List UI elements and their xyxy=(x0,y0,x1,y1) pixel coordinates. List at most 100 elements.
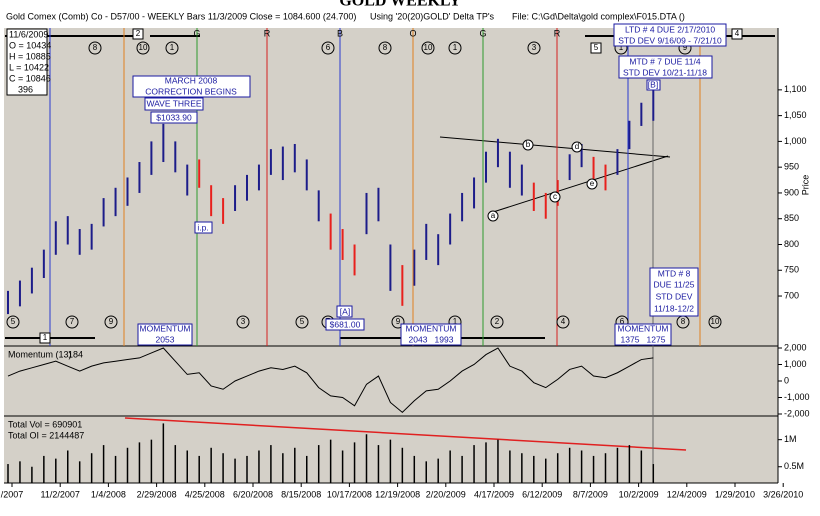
annotation-box xyxy=(150,111,198,124)
annotation: MOMENTUM xyxy=(140,323,191,333)
info-text: O = 10434 xyxy=(9,40,51,50)
turn-line-label: R xyxy=(264,28,271,38)
momentum-line xyxy=(7,347,654,414)
wave-marker xyxy=(549,191,561,203)
wave-label: b xyxy=(526,140,531,149)
cycle-marker-label: 7 xyxy=(70,317,75,326)
annotation: MARCH 2008 xyxy=(165,75,218,85)
annotation: 11/18-12/2 xyxy=(654,303,694,313)
volume-label: Total Vol = 690901 xyxy=(8,419,82,429)
cycle-marker xyxy=(132,28,144,40)
annotation-box xyxy=(132,75,251,98)
annotation: $1033.90 xyxy=(156,112,192,122)
turn-line-label: G xyxy=(193,28,200,38)
x-tick-label: 12/19/2008 xyxy=(375,489,420,499)
wave-label: e xyxy=(590,179,595,188)
cycle-marker xyxy=(527,41,541,55)
cycle-marker-label: 9 xyxy=(396,317,401,326)
wave-marker xyxy=(571,141,583,153)
y-tick-label: -2,000 xyxy=(784,408,810,418)
volume-trend-line xyxy=(124,417,687,451)
cycle-marker-label: 10 xyxy=(139,43,148,52)
cycle-marker-label: 5 xyxy=(300,317,305,326)
cycle-marker xyxy=(321,41,335,55)
wave-label: d xyxy=(575,142,579,151)
cycle-marker-label: 1 xyxy=(43,333,48,342)
header-text: Gold Comex (Comb) Co - D57/00 - WEEKLY B… xyxy=(6,11,356,21)
annotation-box xyxy=(400,323,462,346)
chart-title: GOLD WEEKLY xyxy=(339,0,461,10)
cycle-marker-label: 1 xyxy=(453,317,458,326)
cycle-marker xyxy=(421,41,435,55)
x-tick-label: 3/26/2010 xyxy=(763,489,803,499)
cycle-marker-label: 1 xyxy=(170,43,175,52)
x-tick-label: 10/2/2009 xyxy=(619,489,659,499)
cycle-marker-label: 9 xyxy=(109,317,114,326)
momentum-label: Momentum (13) xyxy=(8,349,72,359)
x-tick-label: 8/15/2008 xyxy=(281,489,321,499)
cycle-marker-label: 6 xyxy=(620,317,625,326)
cycle-marker-label: 3 xyxy=(532,43,537,52)
annotation-box xyxy=(618,55,713,79)
y-tick-label: 900 xyxy=(784,187,799,197)
cycle-marker xyxy=(731,28,743,40)
annotation: 1375 1275 xyxy=(621,334,666,344)
wave-label: c xyxy=(553,192,557,201)
turn-line-label: G xyxy=(479,28,486,38)
y-axis-title: Price xyxy=(800,175,810,196)
annotation-box xyxy=(614,323,672,346)
x-tick-label: 6/20/2008 xyxy=(233,489,273,499)
x-tick-label: 4/25/2008 xyxy=(185,489,225,499)
annotation-box xyxy=(336,305,353,318)
annotation: MTD # 8 xyxy=(658,268,691,278)
annotation: MOMENTUM xyxy=(618,323,669,333)
cycle-marker-label: 4 xyxy=(561,317,566,326)
cycle-marker-label: 5 xyxy=(11,317,16,326)
wave-marker xyxy=(522,139,534,151)
momentum-last: 184 xyxy=(68,349,83,359)
y-tick-label: 950 xyxy=(784,162,799,172)
annotation-box xyxy=(137,323,193,346)
cycle-marker-label: 10 xyxy=(711,317,720,326)
y-tick-label: 800 xyxy=(784,239,799,249)
annotation-box xyxy=(194,221,213,234)
y-tick-label: 850 xyxy=(784,213,799,223)
cycle-marker xyxy=(378,41,392,55)
annotation: CORRECTION BEGINS xyxy=(145,86,237,96)
turn-line-label: R xyxy=(554,28,561,38)
x-tick-label: /2007 xyxy=(1,489,24,499)
annotation: STD DEV 9/16/09 - 7/21/10 xyxy=(618,35,722,45)
cycle-marker xyxy=(556,315,570,329)
x-tick-label: 6/12/2009 xyxy=(522,489,562,499)
annotation: 2043 1993 xyxy=(409,334,454,344)
annotation-box xyxy=(646,79,661,91)
x-tick-label: 4/17/2009 xyxy=(474,489,514,499)
y-tick-label: 750 xyxy=(784,265,799,275)
turn-line-label: O xyxy=(409,28,416,38)
cycle-marker-label: 6 xyxy=(326,43,331,52)
triangle-line xyxy=(489,155,669,214)
annotation: $681.00 xyxy=(330,319,361,329)
x-tick-label: 1/29/2010 xyxy=(715,489,755,499)
triangle-line xyxy=(439,136,671,158)
cycle-marker xyxy=(65,315,79,329)
cycle-marker xyxy=(295,315,309,329)
header-text: Using '20(20)GOLD' Delta TP's xyxy=(370,11,495,21)
cycle-marker-label: 1 xyxy=(453,43,458,52)
cycle-marker-label: 8 xyxy=(383,43,388,52)
annotation: STD DEV 10/21-11/18 xyxy=(623,67,707,77)
header-text: File: C:\Gd\Delta\gold complex\F015.DTA … xyxy=(512,11,685,21)
y-tick-label: 2,000 xyxy=(784,342,807,352)
annotation-box xyxy=(613,23,727,47)
annotation: DUE 11/25 xyxy=(654,279,695,289)
wave-marker xyxy=(586,178,598,190)
info-text: H = 10885 xyxy=(9,51,51,61)
info-text: 396 xyxy=(18,84,33,94)
cycle-marker xyxy=(136,41,150,55)
annotation-box xyxy=(325,318,365,331)
cycle-marker-label: 10 xyxy=(424,43,433,52)
y-tick-label: 0.5M xyxy=(784,461,804,471)
cycle-marker xyxy=(590,42,602,54)
y-tick-label: 1,100 xyxy=(784,84,807,94)
x-tick-label: 10/17/2008 xyxy=(327,489,372,499)
